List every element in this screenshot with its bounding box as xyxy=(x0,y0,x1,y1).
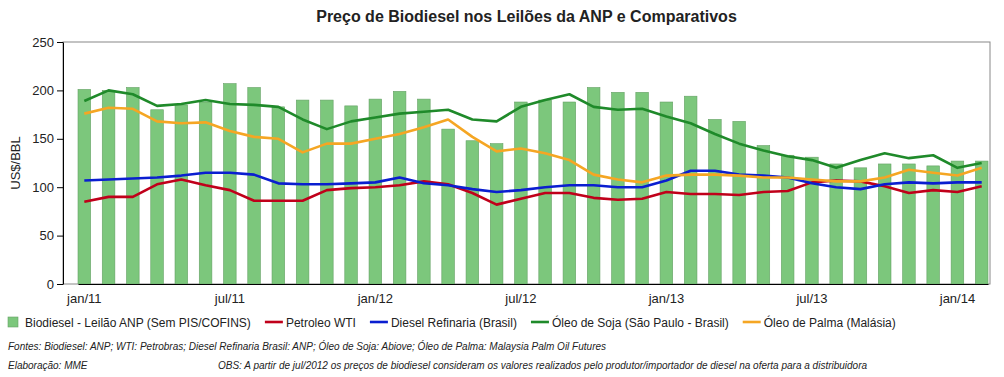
chart: Preço de Biodiesel nos Leilões da ANP e … xyxy=(0,0,1004,377)
bar xyxy=(199,102,212,284)
bar xyxy=(272,107,285,284)
y-tick-label: 150 xyxy=(32,131,54,146)
legend-label: Óleo de Palma (Malásia) xyxy=(764,315,896,330)
y-tick-mark xyxy=(57,42,63,43)
x-tick: jul/11 xyxy=(214,284,245,306)
legend-item: Diesel Refinaria (Brasil) xyxy=(370,316,517,330)
y-axis-line xyxy=(63,43,64,285)
bar xyxy=(151,110,164,284)
y-tick-mark xyxy=(57,236,63,237)
y-tick-label: 100 xyxy=(32,180,54,195)
footnote: OBS: A partir de jul/2012 os preços de b… xyxy=(218,360,868,371)
x-axis: jan/11 jul/11 jan/12 jul/12 jan/13 jul/13 jan/… xyxy=(66,284,988,306)
y-tick: 200 xyxy=(32,83,63,98)
legend-label: Diesel Refinaria (Brasil) xyxy=(391,316,517,330)
legend-swatch xyxy=(531,321,549,324)
y-axis-title: US$/BBL xyxy=(8,136,23,189)
title: Preço de Biodiesel nos Leilões da ANP e … xyxy=(316,8,737,25)
legend-item: Biodiesel - Leilão ANP (Sem PIS/COFINS) xyxy=(8,316,251,330)
y-tick-label: 0 xyxy=(47,277,54,292)
x-tick-label: jul/11 xyxy=(214,291,245,306)
bar xyxy=(78,89,91,284)
plot-frame xyxy=(63,42,990,284)
y-tick-label: 250 xyxy=(32,35,54,50)
bar xyxy=(806,157,819,284)
bar xyxy=(345,106,358,284)
y-tick: 0 xyxy=(47,277,63,292)
bar xyxy=(515,102,528,284)
legend-item: Óleo de Palma (Malásia) xyxy=(743,315,896,330)
legend: Biodiesel - Leilão ANP (Sem PIS/COFINS) P… xyxy=(8,315,896,330)
x-tick: jul/12 xyxy=(504,284,536,306)
legend-item: Petroleo WTI xyxy=(265,316,356,330)
x-tick-label: jan/14 xyxy=(939,291,975,306)
bar xyxy=(369,99,382,284)
bar xyxy=(175,105,188,284)
legend-label: Biodiesel - Leilão ANP (Sem PIS/COFINS) xyxy=(25,316,251,330)
bar xyxy=(757,146,770,284)
legend-item: Óleo de Soja (São Paulo - Brasil) xyxy=(531,315,729,330)
plot-area xyxy=(78,84,988,284)
bar xyxy=(296,100,309,284)
y-tick: 150 xyxy=(32,131,63,146)
legend-label: Óleo de Soja (São Paulo - Brasil) xyxy=(552,315,729,330)
y-tick-label: 200 xyxy=(32,83,54,98)
y-tick: 100 xyxy=(32,180,63,195)
x-axis-line xyxy=(79,284,989,285)
y-tick: 250 xyxy=(32,35,63,50)
y-axis: 0 50 100 150 200 250 xyxy=(32,35,63,292)
bar xyxy=(951,161,964,284)
bar xyxy=(466,141,479,284)
x-tick-label: jan/12 xyxy=(357,291,393,306)
bar-series xyxy=(78,84,988,284)
bar xyxy=(224,84,237,284)
x-tick: jan/14 xyxy=(939,284,975,306)
x-tick-label: jul/12 xyxy=(504,291,536,306)
x-tick-label: jul/13 xyxy=(795,291,827,306)
y-tick-mark xyxy=(57,90,63,91)
bar xyxy=(854,168,867,284)
footnote: Fontes: Biodiesel: ANP; WTI: Petrobras; … xyxy=(8,340,606,352)
y-tick-mark xyxy=(57,187,63,188)
bar xyxy=(102,90,115,284)
legend-swatch xyxy=(265,321,283,324)
legend-swatch xyxy=(743,321,761,324)
line xyxy=(84,179,981,204)
bar xyxy=(975,161,988,284)
bar xyxy=(248,87,261,284)
line xyxy=(84,90,981,167)
legend-label: Petroleo WTI xyxy=(286,316,356,330)
legend-swatch xyxy=(8,317,18,327)
x-tick-label: jan/13 xyxy=(648,291,684,306)
x-tick: jan/12 xyxy=(357,284,393,306)
bar xyxy=(127,87,140,284)
y-tick-mark xyxy=(57,139,63,140)
x-tick: jan/13 xyxy=(648,284,684,306)
bar xyxy=(393,91,406,284)
footnote: Elaboração: MME xyxy=(8,360,88,371)
bar xyxy=(709,119,722,284)
y-tick-mark xyxy=(57,284,63,285)
line xyxy=(84,108,981,183)
y-tick-label: 50 xyxy=(40,228,54,243)
x-tick: jul/13 xyxy=(795,284,827,306)
bar xyxy=(878,164,891,284)
x-tick-label: jan/11 xyxy=(66,291,101,306)
x-tick: jan/11 xyxy=(66,284,101,306)
y-tick: 50 xyxy=(40,228,63,243)
bar xyxy=(442,129,455,284)
bar xyxy=(781,155,794,284)
bar xyxy=(490,144,503,284)
legend-swatch xyxy=(370,321,388,324)
